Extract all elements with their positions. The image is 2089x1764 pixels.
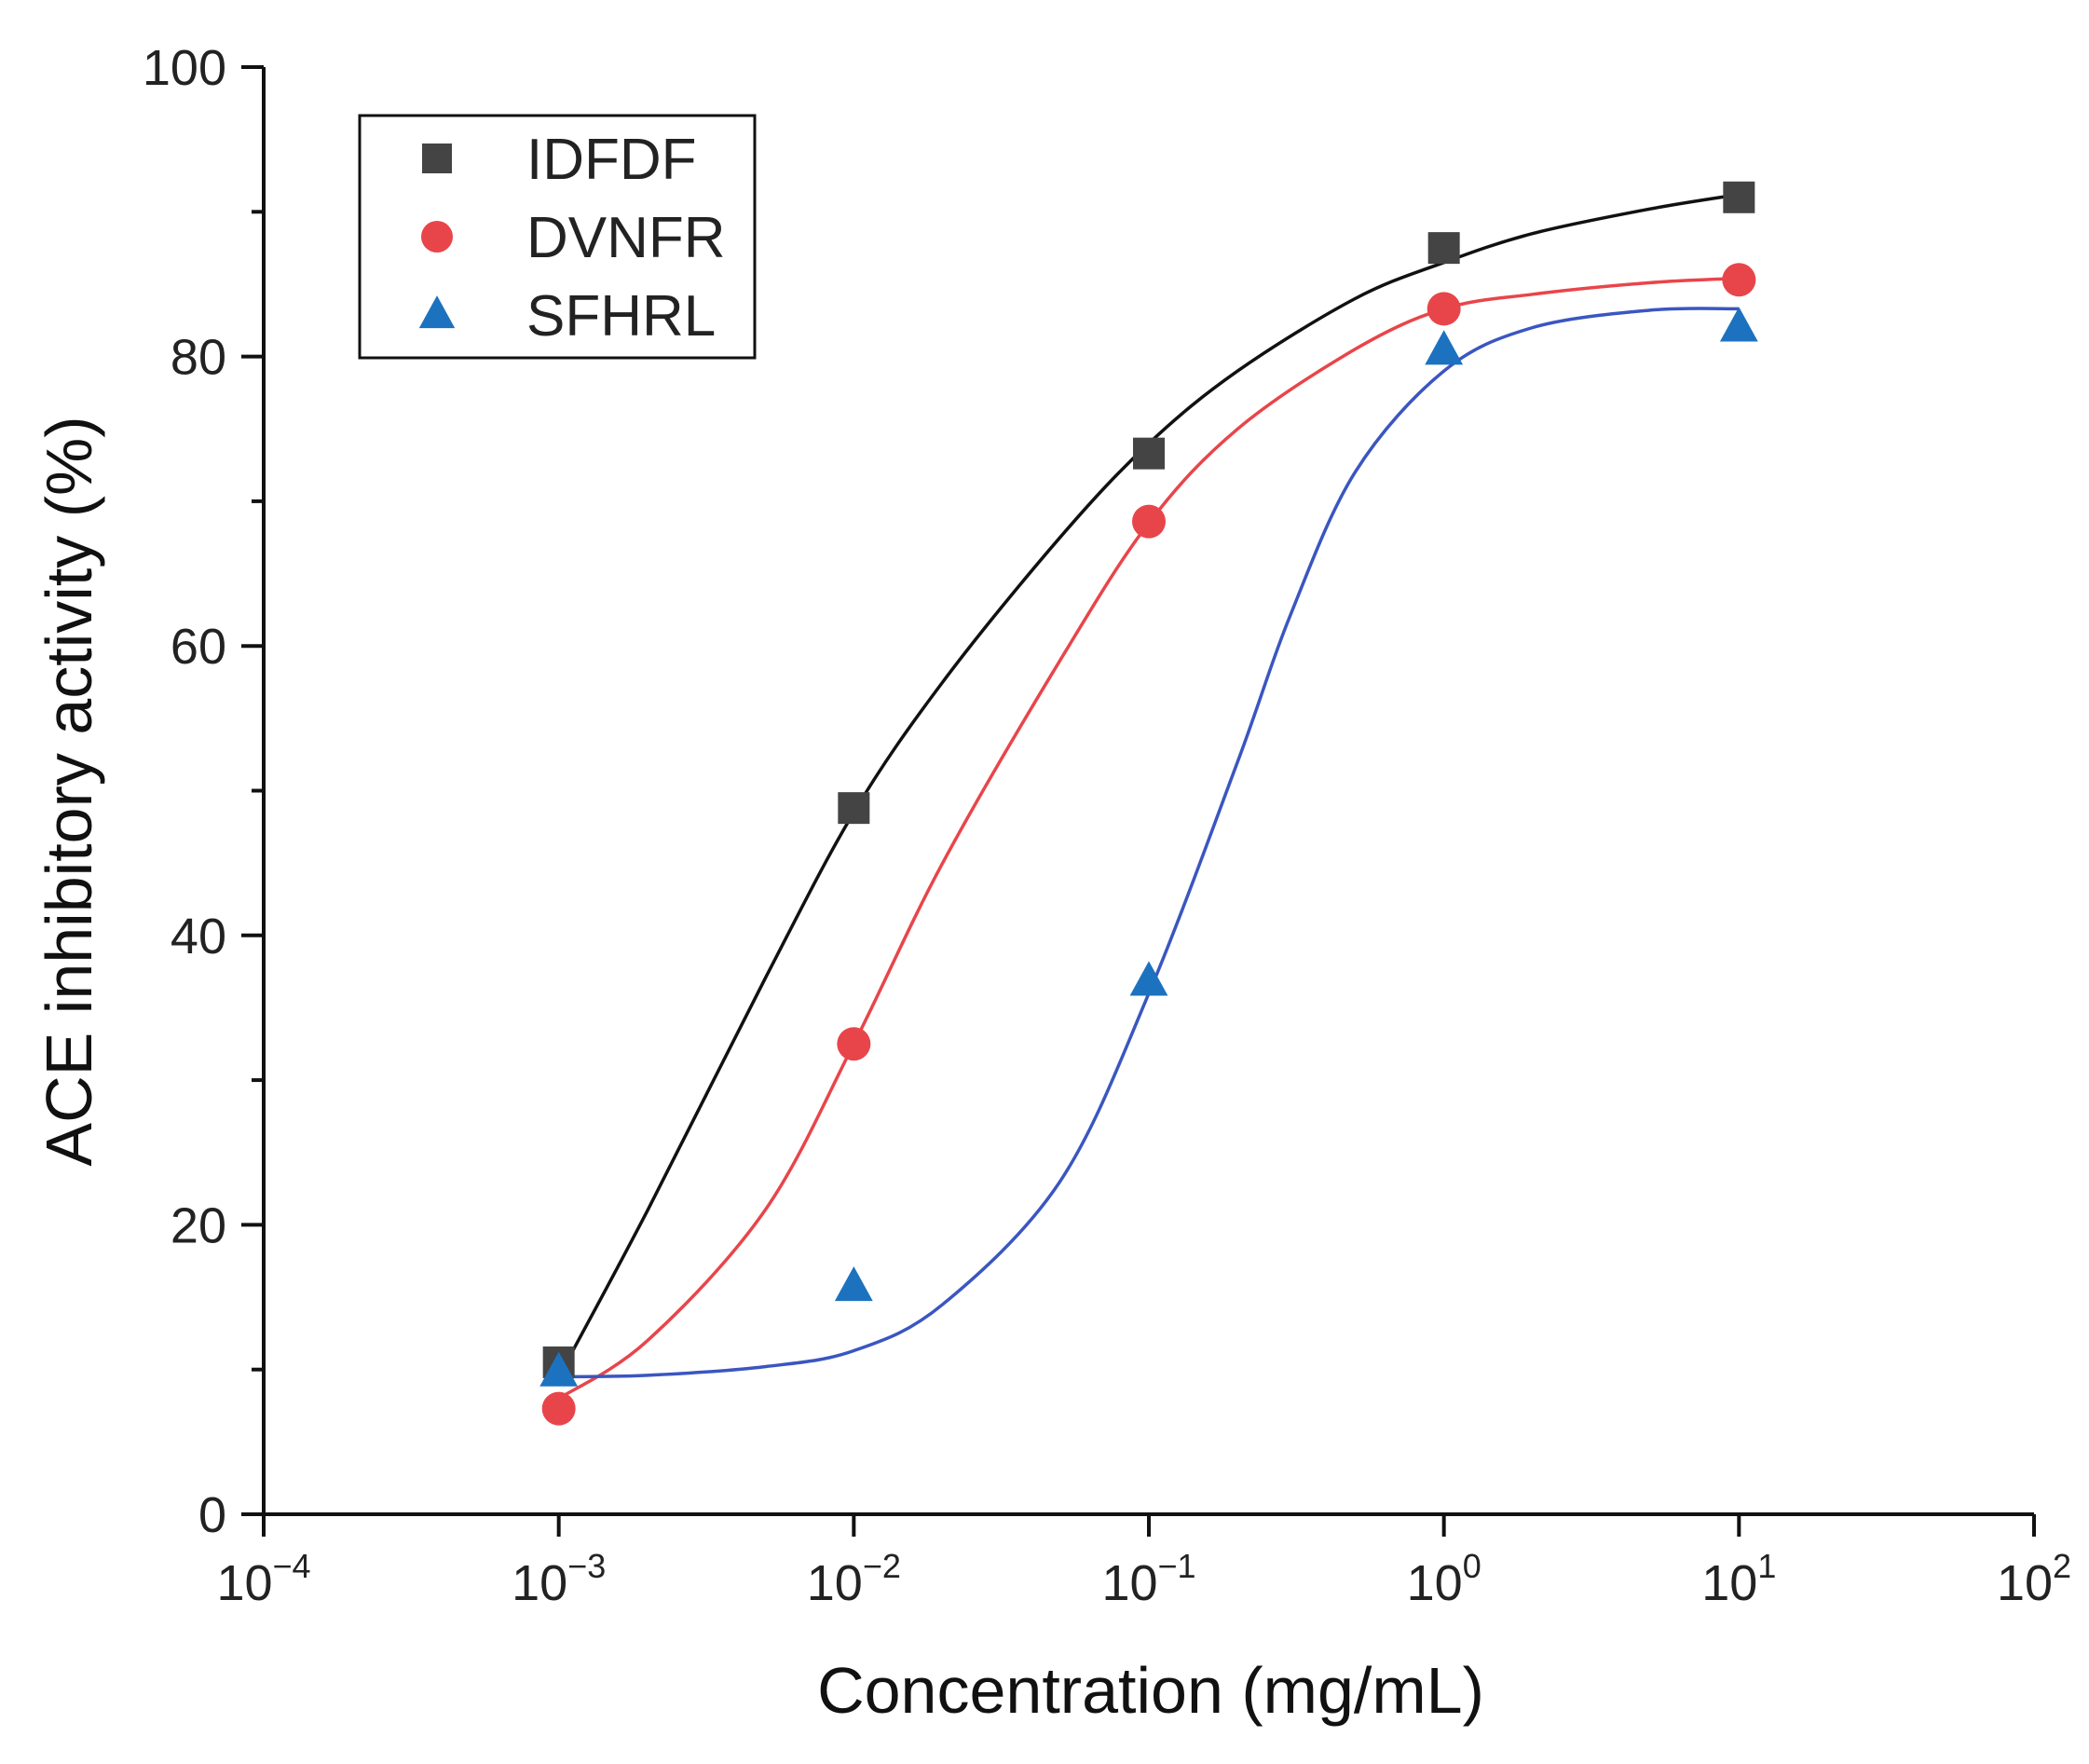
legend-label-idfdf: IDFDF <box>526 128 697 192</box>
data-point-idfdf <box>1427 232 1460 265</box>
y-tick-label: 80 <box>171 330 226 386</box>
data-point-dvnfr <box>837 1027 871 1061</box>
data-point-sfhrl <box>834 1266 873 1302</box>
y-axis-title: ACE inhibitory activity (%) <box>33 416 105 1166</box>
data-point-idfdf <box>838 792 870 825</box>
data-point-dvnfr <box>1722 263 1756 297</box>
x-tick-label: 10−1 <box>1101 1547 1195 1611</box>
legend-label-sfhrl: SFHRL <box>526 284 716 349</box>
fit-curve-sfhrl <box>558 307 1740 1379</box>
data-point-sfhrl <box>1425 330 1464 365</box>
y-tick-label: 100 <box>143 40 226 96</box>
data-markers-group <box>539 181 1758 1426</box>
x-tick-label: 10−3 <box>512 1547 606 1611</box>
axes-group: 0 20 40 60 80 100 10−4 10−3 10−2 10−1 100 101 102 <box>143 40 2071 1611</box>
x-tick-label: 100 <box>1407 1547 1481 1611</box>
y-tick-label: 40 <box>171 909 226 964</box>
data-point-dvnfr <box>1427 292 1461 326</box>
data-point-idfdf <box>1723 181 1755 213</box>
x-tick-label: 10−2 <box>807 1547 901 1611</box>
fit-curve-dvnfr <box>557 276 1740 1401</box>
legend-label-dvnfr: DVNFR <box>526 206 726 270</box>
legend: IDFDF DVNFR SFHRL <box>358 114 757 360</box>
fit-curves-group <box>557 192 1740 1401</box>
data-point-sfhrl <box>539 1351 579 1387</box>
data-point-dvnfr <box>541 1391 576 1426</box>
data-point-dvnfr <box>1132 504 1166 539</box>
y-tick-label: 20 <box>171 1197 226 1253</box>
legend-marker-idfdf <box>422 144 452 173</box>
legend-marker-dvnfr <box>421 221 453 253</box>
data-point-sfhrl <box>1719 307 1758 342</box>
x-tick-label: 102 <box>1997 1547 2071 1611</box>
fit-curve-idfdf <box>557 192 1740 1378</box>
data-point-idfdf <box>1133 437 1165 470</box>
x-axis-title: Concentration (mg/mL) <box>817 1654 1484 1727</box>
y-tick-label: 60 <box>171 619 226 675</box>
data-point-sfhrl <box>1129 961 1168 996</box>
x-tick-label: 101 <box>1701 1547 1776 1611</box>
legend-marker-sfhrl <box>418 295 456 329</box>
y-tick-label: 0 <box>198 1487 226 1543</box>
x-tick-label: 10−4 <box>216 1547 310 1611</box>
